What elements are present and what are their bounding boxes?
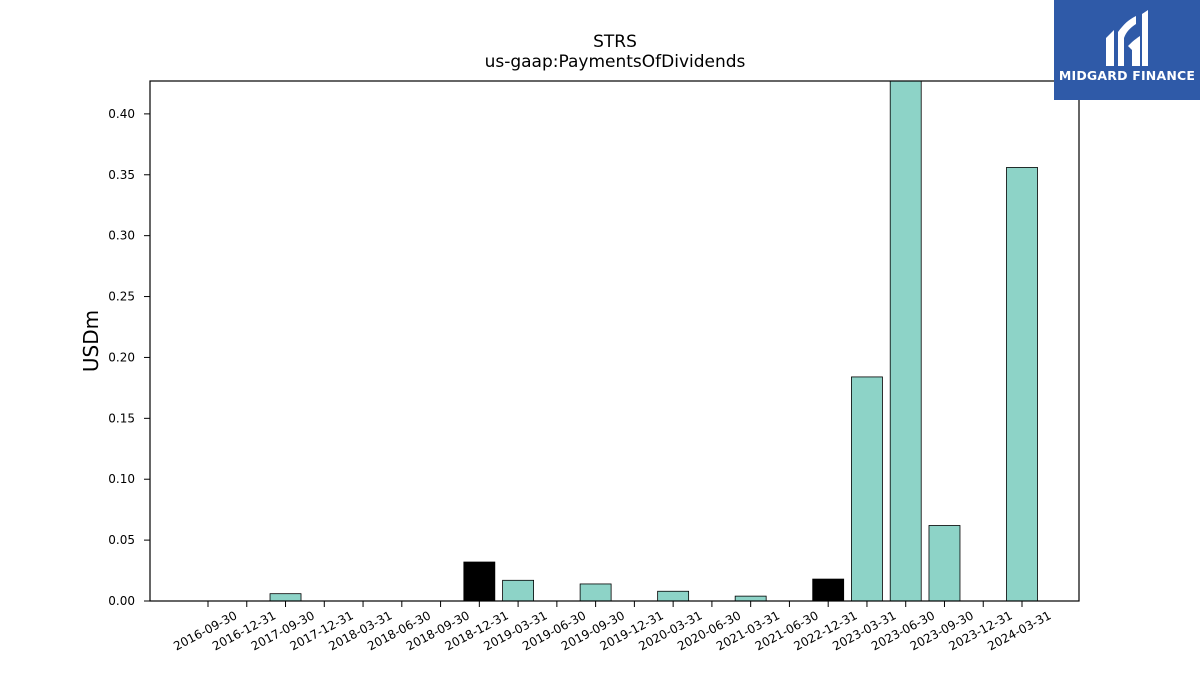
- y-tick-label: 0.05: [108, 533, 135, 547]
- bar-2021-03-31: [734, 595, 767, 602]
- bar-2017-09-30: [269, 593, 302, 602]
- bar-2020-03-31: [657, 590, 690, 602]
- y-tick-label: 0.35: [108, 168, 135, 182]
- bar-2022-12-31: [812, 578, 845, 602]
- chart-subtitle: us-gaap:PaymentsOfDividends: [484, 52, 746, 72]
- bar-2024-03-31: [1006, 167, 1038, 602]
- y-tick-label: 0.00: [108, 594, 135, 608]
- bar-2023-03-31: [851, 376, 883, 602]
- logo-mark-icon: [1106, 10, 1148, 66]
- y-tick-label: 0.40: [108, 107, 135, 121]
- bar-2019-03-31: [502, 579, 535, 602]
- bar-2023-09-30: [928, 525, 961, 602]
- y-tick-label: 0.30: [108, 229, 135, 243]
- y-tick-label: 0.15: [108, 411, 135, 425]
- brand-name: MIDGARD FINANCE: [1058, 68, 1196, 83]
- y-axis-label: USDm: [79, 310, 103, 372]
- bar-2023-06-30: [889, 80, 922, 602]
- brand-logo: MIDGARD FINANCE: [1054, 0, 1200, 100]
- y-tick-label: 0.10: [108, 472, 135, 486]
- chart-title: STRS: [593, 32, 637, 52]
- y-tick-label: 0.25: [108, 290, 135, 304]
- plot-frame: [149, 80, 1080, 602]
- bar-2018-12-31: [463, 561, 496, 602]
- y-tick-label: 0.20: [108, 350, 135, 364]
- bar-2019-09-30: [579, 583, 612, 602]
